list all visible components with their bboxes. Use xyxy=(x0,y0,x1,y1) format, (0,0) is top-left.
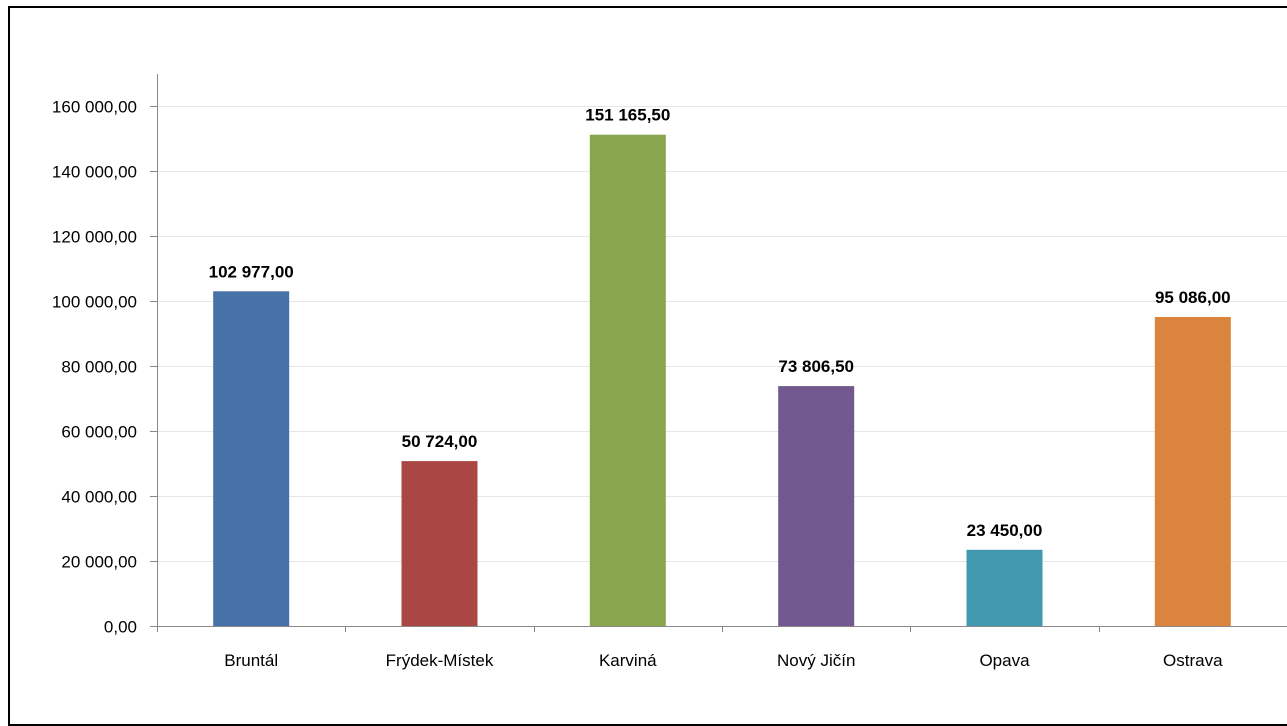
y-tick-label: 160 000,00 xyxy=(52,98,137,117)
y-tick-label: 80 000,00 xyxy=(61,358,137,377)
y-tick-label: 20 000,00 xyxy=(61,553,137,572)
axes xyxy=(150,74,1287,632)
category-label: Opava xyxy=(979,651,1030,670)
category-label: Karviná xyxy=(599,651,657,670)
category-label: Ostrava xyxy=(1163,651,1223,670)
bar-chart: 0,00 20 000,00 40 000,00 60 000,00 80 000,00… xyxy=(52,74,1287,671)
category-label: Bruntál xyxy=(224,651,278,670)
category-label: Frýdek-Místek xyxy=(386,651,494,670)
gridlines xyxy=(157,106,1287,562)
bar-ostrava xyxy=(1154,317,1231,626)
data-label: 73 806,50 xyxy=(778,357,854,376)
y-tick-label: 40 000,00 xyxy=(61,488,137,507)
bars xyxy=(213,134,1231,626)
data-label: 151 165,50 xyxy=(585,106,670,125)
bar-karvin- xyxy=(589,134,666,626)
y-tick-label: 60 000,00 xyxy=(61,423,137,442)
data-label: 102 977,00 xyxy=(209,262,294,281)
bar-brunt-l xyxy=(213,291,290,626)
data-label: 95 086,00 xyxy=(1155,288,1231,307)
y-tick-label: 120 000,00 xyxy=(52,228,137,247)
y-tick-label: 100 000,00 xyxy=(52,293,137,312)
labels: 0,00 20 000,00 40 000,00 60 000,00 80 000,00… xyxy=(52,98,1231,671)
y-tick-label: 140 000,00 xyxy=(52,163,137,182)
y-tick-label: 0,00 xyxy=(104,618,137,637)
bar-fr-dek-m-stek xyxy=(401,461,478,626)
bar-opava xyxy=(966,549,1043,626)
category-label: Nový Jičín xyxy=(777,651,855,670)
bar-nov-ji-n xyxy=(778,386,855,626)
data-label: 50 724,00 xyxy=(402,432,478,451)
data-label: 23 450,00 xyxy=(967,521,1043,540)
